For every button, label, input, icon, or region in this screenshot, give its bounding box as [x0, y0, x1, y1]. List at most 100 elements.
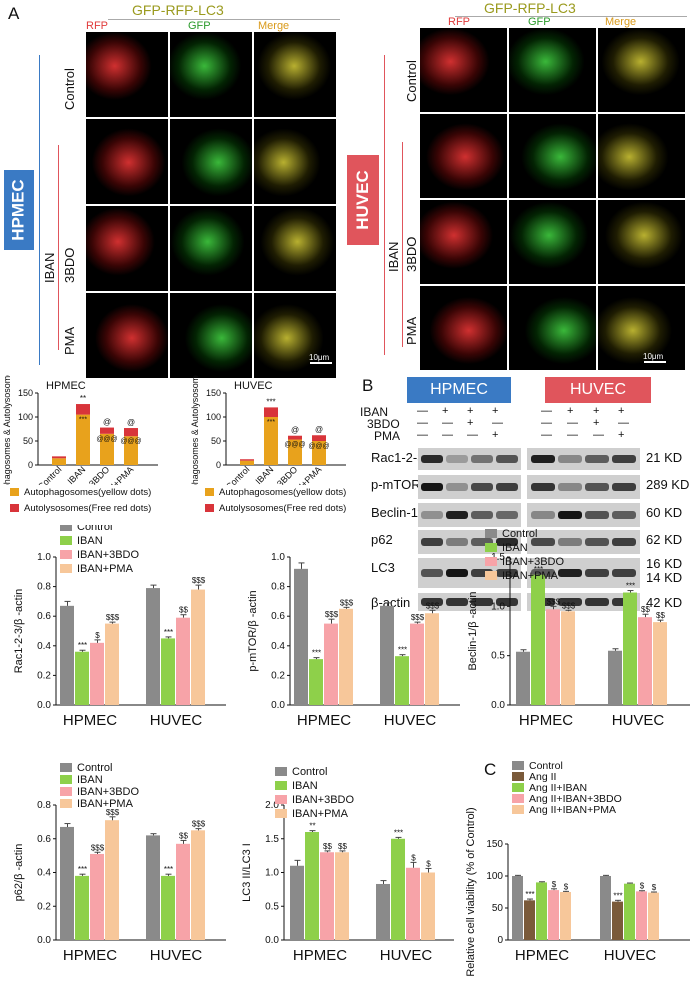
y-tick-label: 1.0: [37, 552, 51, 563]
p62-legend-swatch: [60, 775, 72, 784]
sig-top: @: [291, 426, 299, 435]
significance: ***: [312, 649, 321, 658]
treatment-sign: —: [492, 417, 503, 429]
lc3-legend-label: IBAN: [292, 780, 318, 792]
autolysosome-bar: [312, 435, 326, 441]
right-scale-bar-label: 10μm: [643, 352, 664, 361]
huvec-iban-line: [402, 142, 403, 347]
blot-strip-huvec: [527, 448, 640, 470]
y-tick-label: 0.0: [37, 700, 51, 711]
significance: $$: [338, 842, 347, 851]
bar: [612, 901, 623, 940]
right-row-iban-label: IBAN: [386, 241, 401, 272]
blot-band: [496, 598, 518, 606]
bar: [395, 656, 409, 705]
hpmec-cell-r0-c0: [86, 32, 168, 117]
p62-legend-label: IBAN: [77, 774, 103, 786]
significance: ***: [394, 828, 403, 837]
blot-band: [612, 455, 636, 463]
bar: [60, 605, 74, 705]
blot-band: [585, 598, 609, 606]
y-tick-label: 0.6: [271, 611, 285, 622]
blot-band: [558, 569, 582, 577]
y-axis-label: Rac1-2-3/β -actin: [13, 589, 25, 674]
y-tick-label: 0.4: [37, 868, 51, 879]
y-axis-label: LC3 II/LC3 I: [241, 843, 253, 902]
panel-c-letter: C: [484, 760, 497, 779]
autolysosome-bar: [264, 407, 278, 417]
huvec-cell-r1-c1: [509, 114, 596, 198]
treatment-sign: +: [618, 405, 625, 417]
right-row-control-label: Control: [404, 60, 419, 102]
treatment-sign: +: [567, 405, 574, 417]
blot-strip-hpmec: [418, 448, 521, 470]
bar: [600, 876, 611, 940]
significance: $$: [179, 831, 188, 840]
hpmec-cell-r2-c0: [86, 206, 168, 291]
bar: [105, 820, 119, 940]
category-label: IBAN: [253, 464, 275, 485]
y-axis-label: Beclin-1/β -actin: [467, 591, 479, 670]
treatment-sign: +: [492, 429, 499, 441]
treatment-sign: +: [467, 417, 474, 429]
lc3-legend-swatch: [275, 795, 287, 804]
y-tick-label: 100: [486, 871, 503, 882]
lc3-legend-swatch: [275, 809, 287, 818]
treatment-sign: +: [442, 405, 449, 417]
beclin-legend-label: IBAN+PMA: [502, 570, 559, 582]
group-label: HPMEC: [63, 947, 117, 964]
viability-chart: 0 50 100 150 Relative cell viability (% of C…: [465, 807, 690, 977]
bar: [161, 875, 175, 940]
y-tick-label: 150: [206, 388, 221, 398]
panel-b-letter: B: [362, 376, 374, 395]
y-tick-label: 0.5: [265, 901, 279, 912]
beclin-legend-label: IBAN: [502, 542, 528, 554]
huvec-cell-r1-c2: [598, 114, 685, 198]
blot-band: [612, 511, 636, 519]
blot-band: [558, 483, 582, 491]
significance: $$: [656, 611, 665, 620]
bar: [425, 613, 439, 705]
right-grid-title: GFP-RFP-LC3: [484, 0, 576, 16]
huvec-cell-r2-c2: [598, 200, 685, 284]
y-axis-label: Autophagosomes & Autolysosomes/cell: [2, 375, 12, 485]
huvec-side-line: [384, 55, 385, 355]
bar: [376, 883, 390, 940]
legend-swatch: [10, 504, 19, 512]
lc3-legend-swatch: [275, 781, 287, 790]
y-tick-label: 1.0: [265, 868, 279, 879]
significance: $$$: [192, 576, 206, 585]
legend-label: Autolysosomes(Free red dots): [219, 503, 346, 514]
y-tick-label: 1.5: [491, 552, 505, 563]
bar: [305, 832, 319, 940]
huvec-cell-r0-c1: [509, 28, 596, 112]
beclin-legend-swatch: [485, 571, 497, 580]
significance: $$: [179, 606, 188, 615]
bar: [339, 608, 353, 705]
group-label: HUVEC: [150, 947, 203, 964]
significance: ***: [164, 628, 173, 637]
y-axis-label: p-mTOR/β -actin: [247, 590, 259, 671]
sig-top: @: [127, 418, 135, 427]
right-title-underline: [455, 16, 687, 17]
treatment-sign: —: [567, 429, 578, 441]
blot-band: [531, 455, 555, 463]
blot-band: [471, 511, 493, 519]
right-row-3bdo-label: 3BDO: [404, 236, 419, 272]
group-label: HUVEC: [380, 947, 433, 964]
bar: [324, 623, 338, 705]
legend-label: Autolysosomes(Free red dots): [24, 503, 151, 514]
blot-band: [558, 598, 582, 606]
significance: ***: [626, 582, 635, 591]
y-tick-label: 0.4: [37, 641, 51, 652]
significance: $$$: [411, 613, 425, 622]
blot-band: [496, 569, 518, 577]
hpmec-cell-r0-c1: [170, 32, 252, 117]
left-scale-bar-label: 10μm: [309, 353, 330, 362]
group-label: HPMEC: [293, 947, 347, 964]
sig-mid: @@@: [284, 442, 305, 449]
p62-legend-swatch: [60, 799, 72, 808]
right-merge-header: Merge: [605, 16, 637, 28]
treatment-sign: —: [593, 429, 604, 441]
y-tick-label: 0.2: [37, 670, 51, 681]
